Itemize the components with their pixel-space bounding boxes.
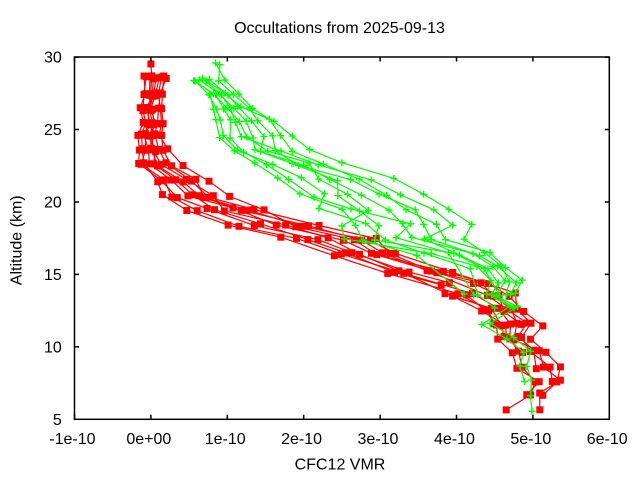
svg-text:CFC12 VMR: CFC12 VMR: [295, 457, 386, 474]
svg-text:20: 20: [44, 195, 62, 212]
svg-text:1e-10: 1e-10: [205, 431, 246, 448]
svg-text:30: 30: [44, 50, 62, 67]
svg-text:2e-10: 2e-10: [281, 431, 322, 448]
svg-text:4e-10: 4e-10: [434, 431, 475, 448]
svg-text:0e+00: 0e+00: [126, 431, 171, 448]
svg-text:3e-10: 3e-10: [358, 431, 399, 448]
svg-text:5e-10: 5e-10: [510, 431, 551, 448]
svg-text:Occultations from 2025-09-13: Occultations from 2025-09-13: [234, 20, 445, 37]
svg-text:15: 15: [44, 267, 62, 284]
svg-text:Altitude (km): Altitude (km): [9, 195, 26, 285]
svg-text:6e-10: 6e-10: [587, 431, 628, 448]
svg-text:-1e-10: -1e-10: [49, 431, 95, 448]
svg-text:5: 5: [53, 412, 62, 429]
svg-text:25: 25: [44, 122, 62, 139]
svg-text:10: 10: [44, 339, 62, 356]
